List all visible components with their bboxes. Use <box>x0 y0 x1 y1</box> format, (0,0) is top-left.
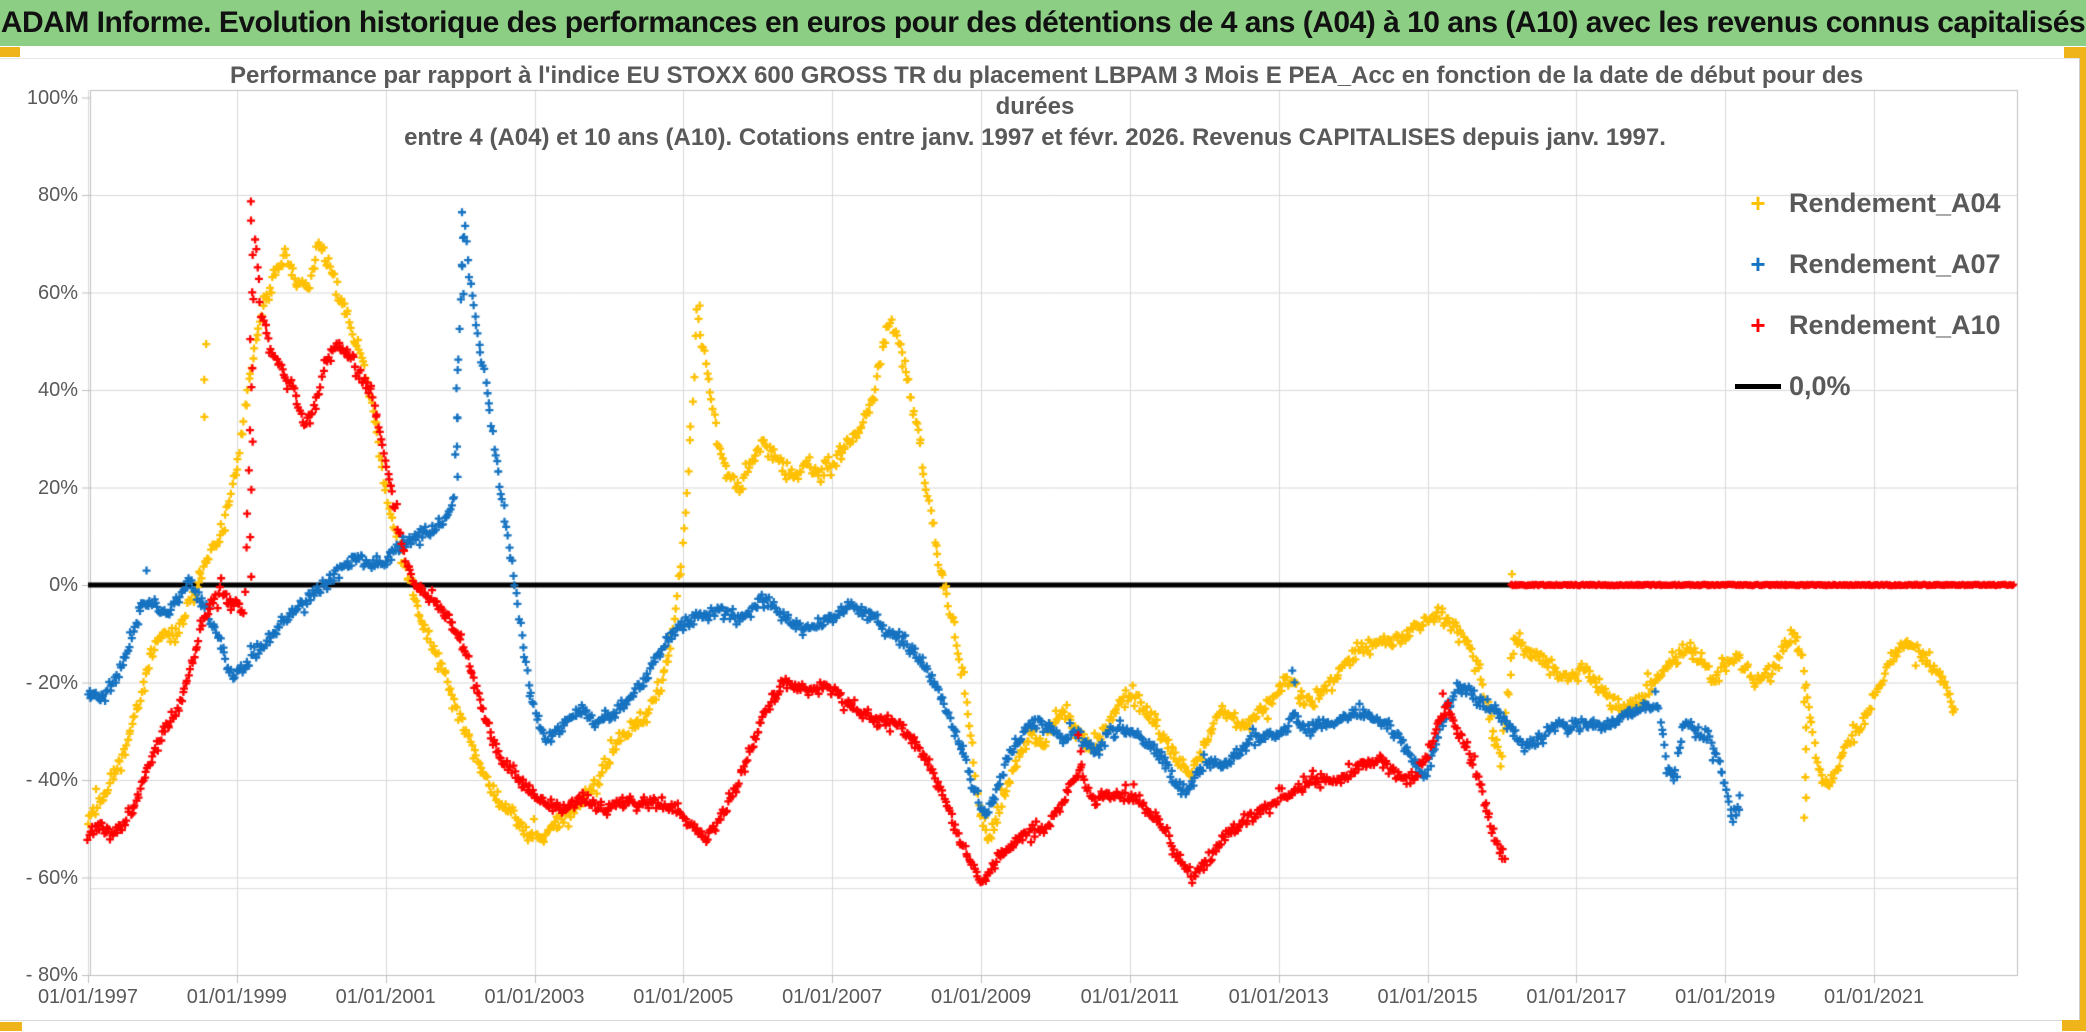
y-axis-label: 60% <box>37 281 78 304</box>
chart-title-line2: durées <box>995 93 1075 120</box>
bottom-scrollbar-thumb-right[interactable] <box>2062 1020 2086 1031</box>
legend-label-zero: 0,0% <box>1789 370 1851 401</box>
x-axis-label: 01/01/2017 <box>1526 986 1627 1008</box>
x-axis-label: 01/01/2005 <box>633 986 734 1008</box>
x-axis-label: 01/01/2021 <box>1824 986 1925 1008</box>
x-axis-label: 01/01/2011 <box>1080 986 1180 1008</box>
x-axis-label: 01/01/2009 <box>930 986 1032 1008</box>
bottom-scrollbar-thumb-left[interactable] <box>0 1022 22 1031</box>
y-axis-label: 20% <box>37 476 78 499</box>
legend-label-a07: Rendement_A07 <box>1789 248 2001 279</box>
y-axis-label: 0% <box>49 574 78 596</box>
y-axis-label: 100% <box>26 86 78 109</box>
line-marker-icon <box>1735 383 1781 389</box>
y-axis-label: 80% <box>37 184 78 206</box>
x-axis-label: 01/01/1999 <box>186 986 287 1008</box>
x-axis-label: 01/01/2003 <box>484 986 585 1008</box>
x-axis-label: 01/01/2007 <box>782 986 883 1008</box>
x-axis-label: 01/01/2013 <box>1228 986 1329 1008</box>
plus-marker-icon: + <box>1750 188 1766 218</box>
y-axis-label: - 60% <box>25 866 78 889</box>
legend-label-a04: Rendement_A04 <box>1789 187 2001 218</box>
y-axis-label: 40% <box>37 379 78 401</box>
legend-label-a10: Rendement_A10 <box>1789 309 2001 340</box>
x-axis-label: 01/01/2001 <box>335 986 436 1008</box>
page-header: ADAM Informe. Evolution historique des p… <box>0 0 2086 46</box>
right-scrollbar[interactable] <box>2079 58 2086 1020</box>
y-axis-label: - 40% <box>25 769 78 791</box>
legend-item-rendement-a04[interactable]: + Rendement_A04 <box>1735 186 2001 220</box>
x-axis-label: 01/01/1997 <box>37 986 139 1008</box>
plus-marker-icon: + <box>1750 310 1766 340</box>
legend: + Rendement_A04 + Rendement_A07 + Rendem… <box>1735 186 2001 403</box>
chart-title-line1: Performance par rapport à l'indice EU ST… <box>230 62 1864 89</box>
page-title: ADAM Informe. Evolution historique des p… <box>0 6 2086 39</box>
plus-marker-icon: + <box>1750 249 1766 279</box>
top-scrollbar-thumb-right[interactable] <box>2064 47 2086 58</box>
y-axis-label: - 80% <box>25 964 78 986</box>
x-axis-label: 01/01/2015 <box>1377 986 1478 1008</box>
legend-item-zero-line[interactable]: 0,0% <box>1735 369 2001 403</box>
legend-item-rendement-a07[interactable]: + Rendement_A07 <box>1735 247 2001 281</box>
chart-title-line3: entre 4 (A04) et 10 ans (A10). Cotations… <box>404 124 1666 151</box>
bottom-scrollbar-track[interactable] <box>0 1020 2086 1032</box>
top-scrollbar-track[interactable] <box>0 46 2086 59</box>
legend-item-rendement-a10[interactable]: + Rendement_A10 <box>1735 308 2001 342</box>
y-axis-label: - 20% <box>25 671 78 694</box>
top-scrollbar-thumb-left[interactable] <box>0 47 20 57</box>
chart-title: Performance par rapport à l'indice EU ST… <box>230 60 1864 153</box>
x-axis-label: 01/01/2019 <box>1675 986 1776 1008</box>
